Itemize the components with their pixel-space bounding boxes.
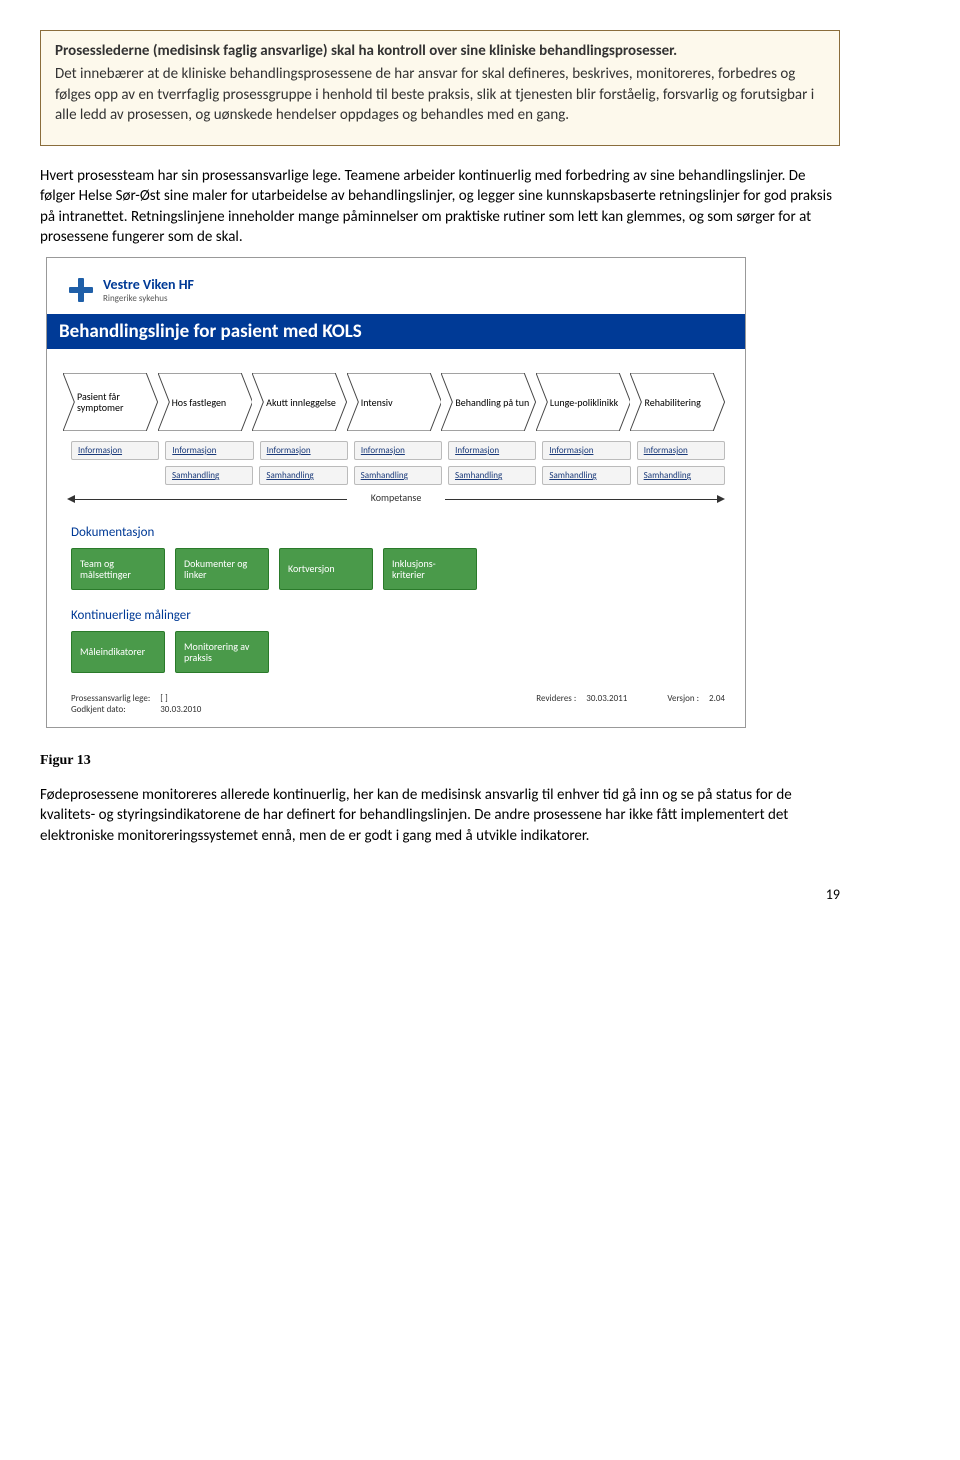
- link-cell[interactable]: Samhandling: [165, 466, 253, 485]
- godkjent-value: 30.03.2010: [160, 704, 201, 715]
- chevron-row: Pasient får symptomer Hos fastlegen Akut…: [63, 373, 725, 431]
- section-dokumentasjon: Dokumentasjon: [71, 525, 725, 540]
- link-cell[interactable]: Samhandling: [259, 466, 347, 485]
- logo-icon: [67, 276, 95, 304]
- action-box[interactable]: Team og målsettinger: [71, 548, 165, 590]
- chevron-step[interactable]: Hos fastlegen: [158, 373, 253, 431]
- link-cell[interactable]: Informasjon: [260, 441, 348, 460]
- chevron-step[interactable]: Rehabilitering: [630, 373, 725, 431]
- chevron-step[interactable]: Lunge-poliklinikk: [536, 373, 631, 431]
- page-number: 19: [40, 886, 840, 903]
- chevron-step[interactable]: Behandling på tun: [441, 373, 536, 431]
- revideres-value: 30.03.2011: [586, 693, 627, 715]
- org-sub: Ringerike sykehus: [103, 293, 194, 304]
- ansvarlig-label: Prosessansvarlig lege:: [71, 693, 150, 704]
- diagram-title: Behandlingslinje for pasient med KOLS: [47, 314, 745, 349]
- link-cell[interactable]: Informasjon: [165, 441, 253, 460]
- versjon-label: Versjon :: [667, 693, 699, 715]
- kompetanse-label: Kompetanse: [365, 491, 428, 504]
- link-cell[interactable]: Informasjon: [637, 441, 725, 460]
- figure-label: Figur 13: [40, 753, 840, 769]
- box-title: Prosesslederne (medisinsk faglig ansvarl…: [55, 41, 825, 61]
- samhandling-row: Samhandling Samhandling Samhandling Samhand…: [67, 466, 725, 485]
- action-box[interactable]: Kortversjon: [279, 548, 373, 590]
- link-cell[interactable]: Samhandling: [542, 466, 630, 485]
- action-box[interactable]: Monitorering av praksis: [175, 631, 269, 673]
- chevron-step[interactable]: Intensiv: [347, 373, 442, 431]
- revideres-label: Revideres :: [536, 693, 576, 715]
- action-box[interactable]: Dokumenter og linker: [175, 548, 269, 590]
- link-cell[interactable]: Samhandling: [354, 466, 442, 485]
- box-body: Det innebærer at de kliniske behandlings…: [55, 64, 825, 125]
- boxes-malinger: MåleindikatorerMonitorering av praksis: [67, 631, 725, 673]
- versjon-value: 2.04: [709, 693, 725, 715]
- link-cell[interactable]: Informasjon: [354, 441, 442, 460]
- meta-row: Prosessansvarlig lege: Godkjent dato: [ …: [67, 693, 725, 715]
- paragraph-1: Hvert prosessteam har sin prosessansvarl…: [40, 166, 840, 247]
- link-cell[interactable]: Samhandling: [637, 466, 725, 485]
- action-box[interactable]: Inklusjons-kriterier: [383, 548, 477, 590]
- link-cell[interactable]: Informasjon: [542, 441, 630, 460]
- org-name: Vestre Viken HF: [103, 276, 194, 293]
- section-malinger: Kontinuerlige målinger: [71, 608, 725, 623]
- flow-diagram: Vestre Viken HF Ringerike sykehus Behand…: [46, 257, 746, 728]
- link-cell[interactable]: Informasjon: [71, 441, 159, 460]
- godkjent-label: Godkjent dato:: [71, 704, 150, 715]
- logo-text: Vestre Viken HF Ringerike sykehus: [103, 276, 194, 304]
- info-row: Informasjon Informasjon Informasjon Informa…: [67, 441, 725, 460]
- logo-row: Vestre Viken HF Ringerike sykehus: [67, 276, 725, 304]
- chevron-step[interactable]: Pasient får symptomer: [63, 373, 158, 431]
- paragraph-2: Fødeprosessene monitoreres allerede kont…: [40, 785, 840, 846]
- action-box[interactable]: Måleindikatorer: [71, 631, 165, 673]
- boxes-dokumentasjon: Team og målsettingerDokumenter og linker…: [67, 548, 725, 590]
- chevron-step[interactable]: Akutt innleggelse: [252, 373, 347, 431]
- link-cell[interactable]: Informasjon: [448, 441, 536, 460]
- highlight-box: Prosesslederne (medisinsk faglig ansvarl…: [40, 30, 840, 146]
- ansvarlig-value: [ ]: [160, 693, 201, 704]
- link-cell[interactable]: Samhandling: [448, 466, 536, 485]
- kompetanse-row: Kompetanse: [67, 491, 725, 507]
